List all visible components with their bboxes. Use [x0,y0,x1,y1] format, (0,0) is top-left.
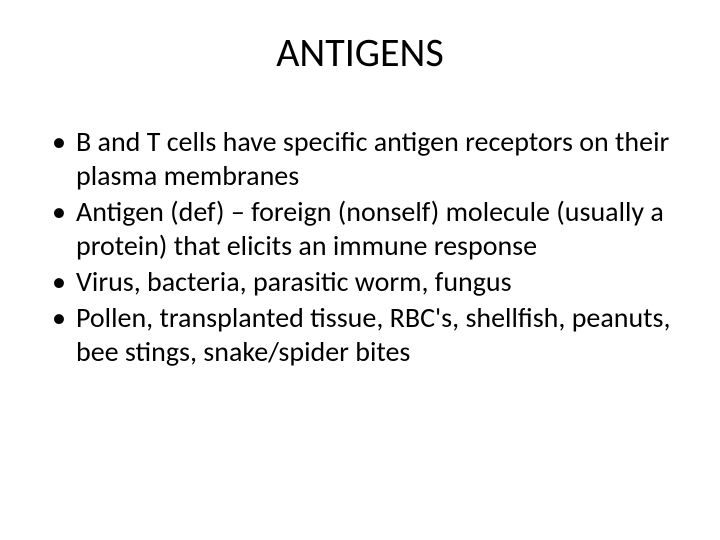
slide-title: ANTIGENS [48,28,672,77]
bullet-item: Pollen, transplanted tissue, RBC's, shel… [48,301,672,369]
slide: ANTIGENS B and T cells have specific ant… [0,0,720,540]
slide-body: B and T cells have specific antigen rece… [48,125,672,369]
bullet-item: B and T cells have specific antigen rece… [48,125,672,193]
bullet-item: Virus, bacteria, parasitic worm, fungus [48,265,672,299]
bullet-list: B and T cells have specific antigen rece… [48,125,672,369]
bullet-item: Antigen (def) – foreign (nonself) molecu… [48,195,672,263]
